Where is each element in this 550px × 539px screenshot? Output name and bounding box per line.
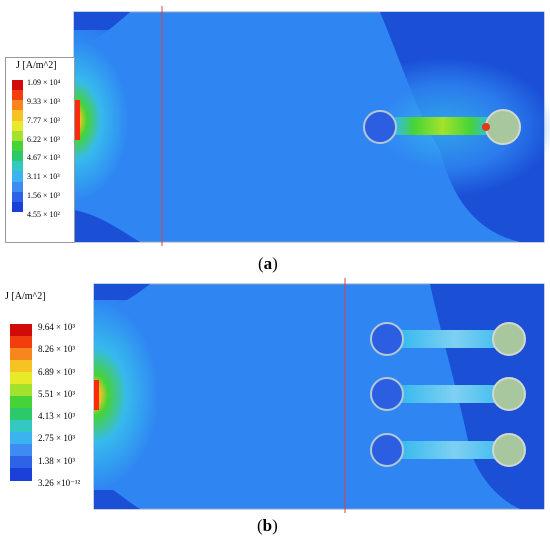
legend-panel-a: J [A/m^2] 1.09 × 10⁴ 9.33 × 10³ 7.77 × 10³…	[5, 57, 75, 243]
legend-tick-label: 1.09 × 10⁴	[27, 78, 61, 87]
legend-swatch	[10, 360, 32, 373]
legend-swatch	[10, 384, 32, 397]
legend-tick-label: 6.89 × 10³	[38, 366, 76, 377]
legend-swatch	[12, 100, 23, 111]
legend-swatch	[12, 201, 23, 213]
legend-tick-label: 9.33 × 10³	[27, 96, 60, 106]
legend-swatch	[10, 468, 32, 481]
legend-tick-label: 1.38 × 10³	[38, 455, 76, 466]
legend-tick-label: 4.55 × 10²	[27, 210, 60, 219]
legend-title: J [A/m^2]	[5, 291, 46, 302]
legend-color-scale	[10, 324, 32, 481]
legend-tick-label: 2.75 × 10³	[38, 433, 76, 444]
panel-a-plot	[73, 6, 550, 246]
legend-swatch	[10, 432, 32, 445]
legend-panel-b: J [A/m^2] 9.64 × 10³ 8.26 × 10³ 6.89 × 10³…	[2, 291, 92, 488]
caption-letter: a	[263, 254, 273, 273]
legend-swatch	[12, 120, 23, 132]
legend-tick-label: 9.64 × 10³	[38, 322, 76, 332]
legend-swatch	[12, 161, 23, 172]
legend-swatch	[12, 140, 23, 152]
caption-panel-a: (a)	[258, 254, 278, 273]
legend-title: J [A/m^2]	[16, 60, 57, 71]
legend-tick-label: 6.22 × 10³	[27, 134, 60, 144]
legend-swatch	[10, 456, 32, 469]
caption-panel-b: (b)	[257, 516, 278, 535]
legend-swatch	[10, 444, 32, 457]
legend-tick-label: 4.67 × 10³	[27, 153, 60, 163]
legend-swatch	[12, 110, 23, 122]
caption-letter: b	[262, 516, 273, 535]
legend-tick-label: 3.11 × 10³	[27, 172, 60, 182]
legend-swatch	[12, 80, 23, 91]
legend-swatch	[10, 420, 32, 433]
legend-swatch	[10, 324, 32, 337]
legend-tick-label: 7.77 × 10³	[27, 115, 60, 125]
legend-tick-label: 5.51 × 10³	[38, 388, 76, 399]
legend-swatch	[12, 130, 23, 142]
legend-swatch	[10, 372, 32, 385]
legend-tick-label: 4.13 × 10³	[38, 411, 76, 422]
legend-color-scale	[12, 80, 23, 213]
legend-swatch	[12, 90, 23, 101]
legend-swatch	[10, 408, 32, 421]
legend-tick-label: 1.56 × 10³	[27, 191, 60, 201]
legend-swatch	[10, 336, 32, 349]
legend-swatch	[10, 348, 32, 361]
legend-swatch	[10, 396, 32, 409]
legend-tick-label: 3.26 ×10⁻¹²	[38, 478, 81, 488]
legend-swatch	[12, 151, 23, 162]
legend-tick-label: 8.26 × 10³	[38, 344, 76, 355]
legend-swatch	[12, 181, 23, 193]
legend-swatch	[12, 171, 23, 183]
panel-b-plot	[93, 278, 545, 513]
legend-swatch	[12, 191, 23, 203]
